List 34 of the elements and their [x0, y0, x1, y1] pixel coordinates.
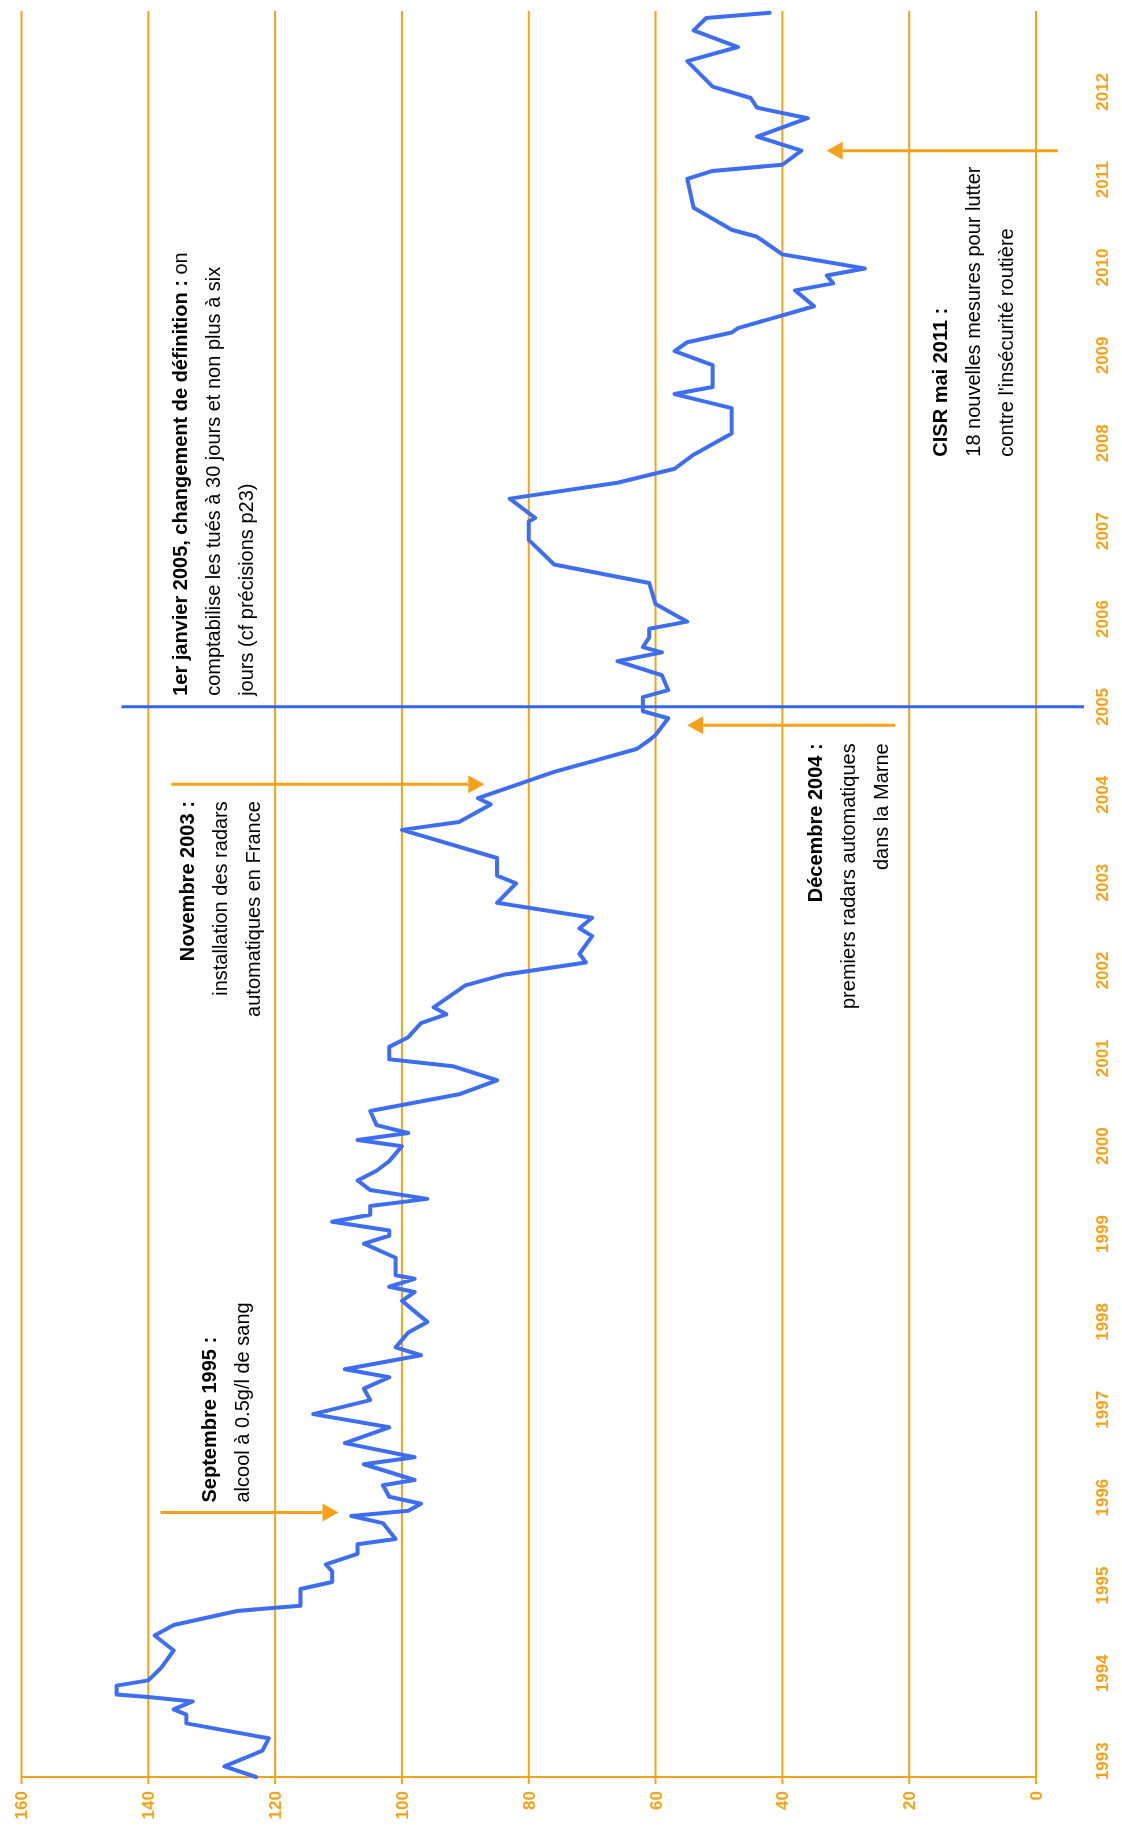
y-tick-label: 2005 [1093, 687, 1112, 726]
y-tick-label: 1997 [1093, 1390, 1112, 1429]
y-tick-label: 2004 [1093, 775, 1112, 814]
y-tick-label: 2012 [1093, 72, 1112, 111]
x-tick-label: 80 [519, 1791, 539, 1810]
y-tick-label: 1998 [1093, 1302, 1112, 1341]
y-tick-label: 1995 [1093, 1566, 1112, 1605]
x-tick-label: 0 [1026, 1791, 1046, 1801]
x-tick-label: 120 [266, 1791, 286, 1820]
ref-line-label: 1er janvier 2005, changement de définition : on comptabilise les tués à 30 jours et non plus à six jours (cf précisions p23) [168, 252, 257, 697]
y-tick-label: 2010 [1093, 248, 1112, 287]
y-tick-label: 1993 [1093, 1742, 1112, 1781]
y-tick-label: 2000 [1093, 1127, 1112, 1166]
y-tick-label: 1994 [1093, 1653, 1112, 1693]
y-tick-label: 2009 [1093, 336, 1112, 375]
x-tick-label: 60 [646, 1791, 666, 1810]
x-tick-label: 100 [392, 1791, 412, 1820]
y-tick-label: 2011 [1093, 161, 1112, 199]
x-tick-label: 20 [900, 1791, 920, 1810]
x-tick-label: 40 [773, 1791, 793, 1810]
annotation: Novembre 2003 : installation des radars automatiques en France [176, 801, 265, 1017]
y-tick-label: 2003 [1093, 863, 1112, 902]
y-tick-label: 2007 [1093, 512, 1112, 551]
annotation: CISR mai 2011 : 18 nouvelles mesures pour lutter contre l'insécurité routière [928, 166, 1017, 457]
y-tick-label: 1999 [1093, 1215, 1112, 1253]
y-tick-label: 2006 [1093, 600, 1112, 638]
y-tick-label: 2008 [1093, 424, 1112, 463]
y-tick-label: 2002 [1093, 951, 1112, 990]
x-tick-label: 160 [12, 1791, 32, 1820]
annotation: Septembre 1995 : alcool à 0.5g/l de sang [197, 1302, 253, 1503]
y-tick-label: 1996 [1093, 1478, 1112, 1517]
annotation: Décembre 2004 : premiers radars automatiques dans la Marne [804, 743, 893, 1009]
x-tick-label: 140 [139, 1791, 159, 1820]
y-tick-label: 2001 [1093, 1039, 1112, 1078]
